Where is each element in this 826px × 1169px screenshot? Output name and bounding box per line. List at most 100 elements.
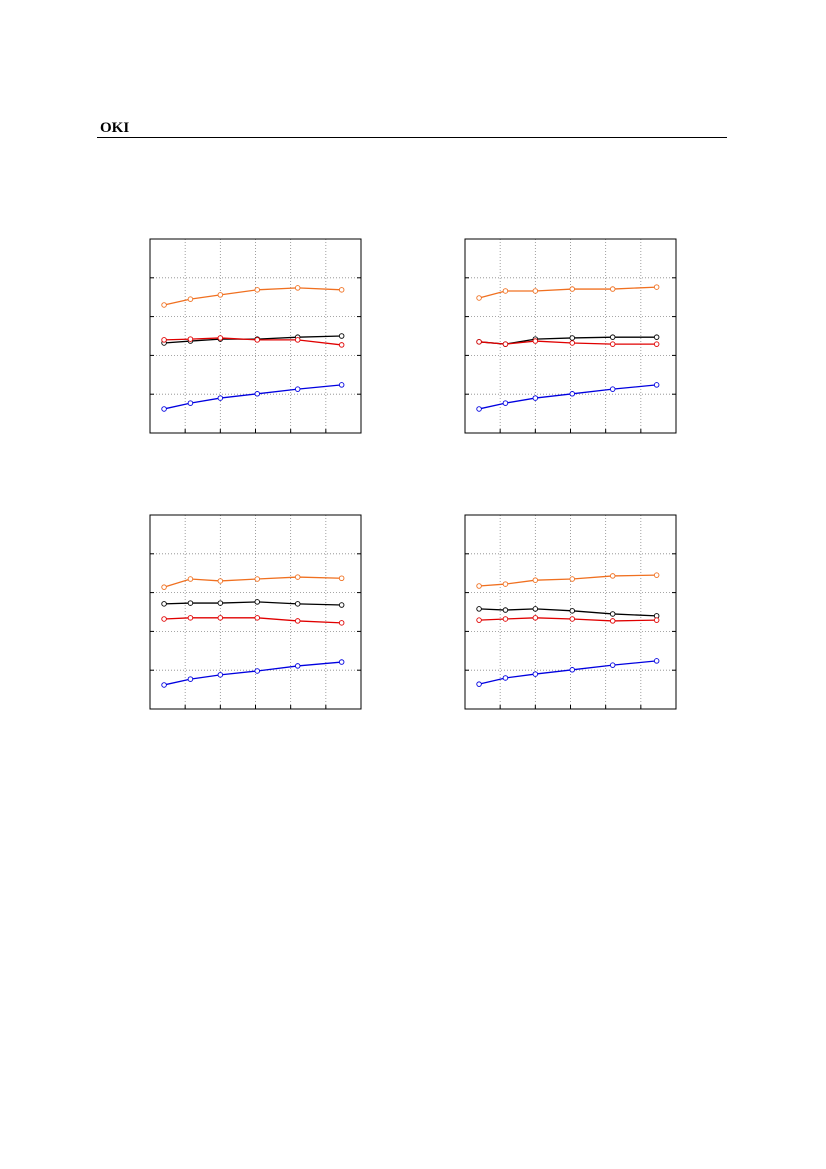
data-point: [217, 578, 224, 584]
data-point: [217, 672, 224, 678]
data-point: [569, 391, 576, 397]
data-point: [294, 663, 301, 669]
data-point: [609, 386, 616, 392]
data-point: [254, 668, 261, 674]
series-line: [478, 286, 657, 299]
series-line: [479, 340, 657, 345]
series-line: [164, 601, 342, 606]
data-point: [532, 338, 539, 344]
data-point: [476, 339, 482, 345]
data-point: [653, 658, 660, 664]
data-point: [502, 288, 509, 294]
data-point: [254, 337, 261, 343]
data-point: [532, 577, 539, 583]
data-point: [217, 600, 224, 606]
data-point: [294, 337, 301, 343]
series-line: [163, 384, 342, 410]
data-point: [187, 615, 194, 621]
data-point: [502, 400, 509, 406]
data-point: [338, 342, 345, 348]
data-point: [294, 601, 301, 607]
data-point: [294, 574, 301, 580]
plot-frame: [149, 238, 362, 434]
series-line: [163, 287, 342, 306]
data-point: [338, 333, 345, 339]
data-point: [187, 336, 194, 342]
data-point: [187, 400, 194, 406]
data-point: [476, 406, 482, 412]
data-point: [653, 284, 660, 290]
data-point: [609, 286, 616, 292]
data-point: [294, 618, 301, 624]
data-point: [338, 620, 345, 626]
data-point: [609, 573, 616, 579]
data-point: [502, 675, 509, 681]
data-point: [187, 296, 194, 302]
data-point: [217, 395, 224, 401]
data-point: [187, 676, 194, 682]
data-point: [569, 667, 576, 673]
data-point: [609, 618, 616, 624]
series-line: [479, 608, 657, 617]
data-point: [476, 295, 482, 301]
data-point: [532, 606, 539, 612]
data-point: [338, 382, 345, 388]
data-point: [217, 335, 224, 341]
data-point: [294, 386, 301, 392]
data-point: [161, 682, 167, 688]
series-line: [479, 617, 657, 622]
data-point: [254, 576, 261, 582]
data-point: [653, 617, 660, 623]
data-point: [338, 659, 345, 665]
series-line: [163, 661, 342, 686]
data-point: [653, 382, 660, 388]
data-point: [569, 335, 576, 341]
data-point: [569, 340, 576, 346]
plot-frame: [464, 238, 677, 434]
data-point: [187, 576, 194, 582]
plot-frame: [464, 514, 677, 710]
series-line: [478, 384, 657, 410]
series-line: [479, 574, 657, 587]
data-point: [609, 611, 616, 617]
data-point: [532, 288, 539, 294]
data-point: [254, 287, 261, 293]
series-line: [478, 660, 657, 685]
plot-frame: [149, 514, 362, 710]
data-point: [254, 391, 261, 397]
series-line: [164, 617, 342, 624]
data-point: [532, 395, 539, 401]
data-point: [161, 616, 167, 622]
data-point: [653, 334, 660, 340]
data-point: [217, 292, 224, 298]
data-point: [161, 337, 167, 343]
data-point: [609, 341, 616, 347]
data-point: [653, 572, 660, 578]
data-point: [532, 671, 539, 677]
data-point: [569, 576, 576, 582]
data-point: [476, 617, 482, 623]
data-point: [502, 607, 509, 613]
data-point: [338, 287, 345, 293]
data-point: [338, 575, 345, 581]
data-point: [609, 662, 616, 668]
logo: OKI: [100, 120, 129, 136]
data-point: [502, 616, 509, 622]
data-point: [476, 583, 482, 589]
series-line: [164, 337, 342, 346]
data-point: [338, 602, 345, 608]
data-point: [217, 615, 224, 621]
data-point: [609, 334, 616, 340]
data-point: [532, 615, 539, 621]
data-point: [161, 601, 167, 607]
data-point: [187, 600, 194, 606]
data-point: [502, 341, 509, 347]
data-point: [569, 608, 576, 614]
data-point: [294, 285, 301, 291]
data-point: [161, 302, 167, 308]
series-line: [163, 576, 342, 588]
data-point: [161, 584, 167, 590]
